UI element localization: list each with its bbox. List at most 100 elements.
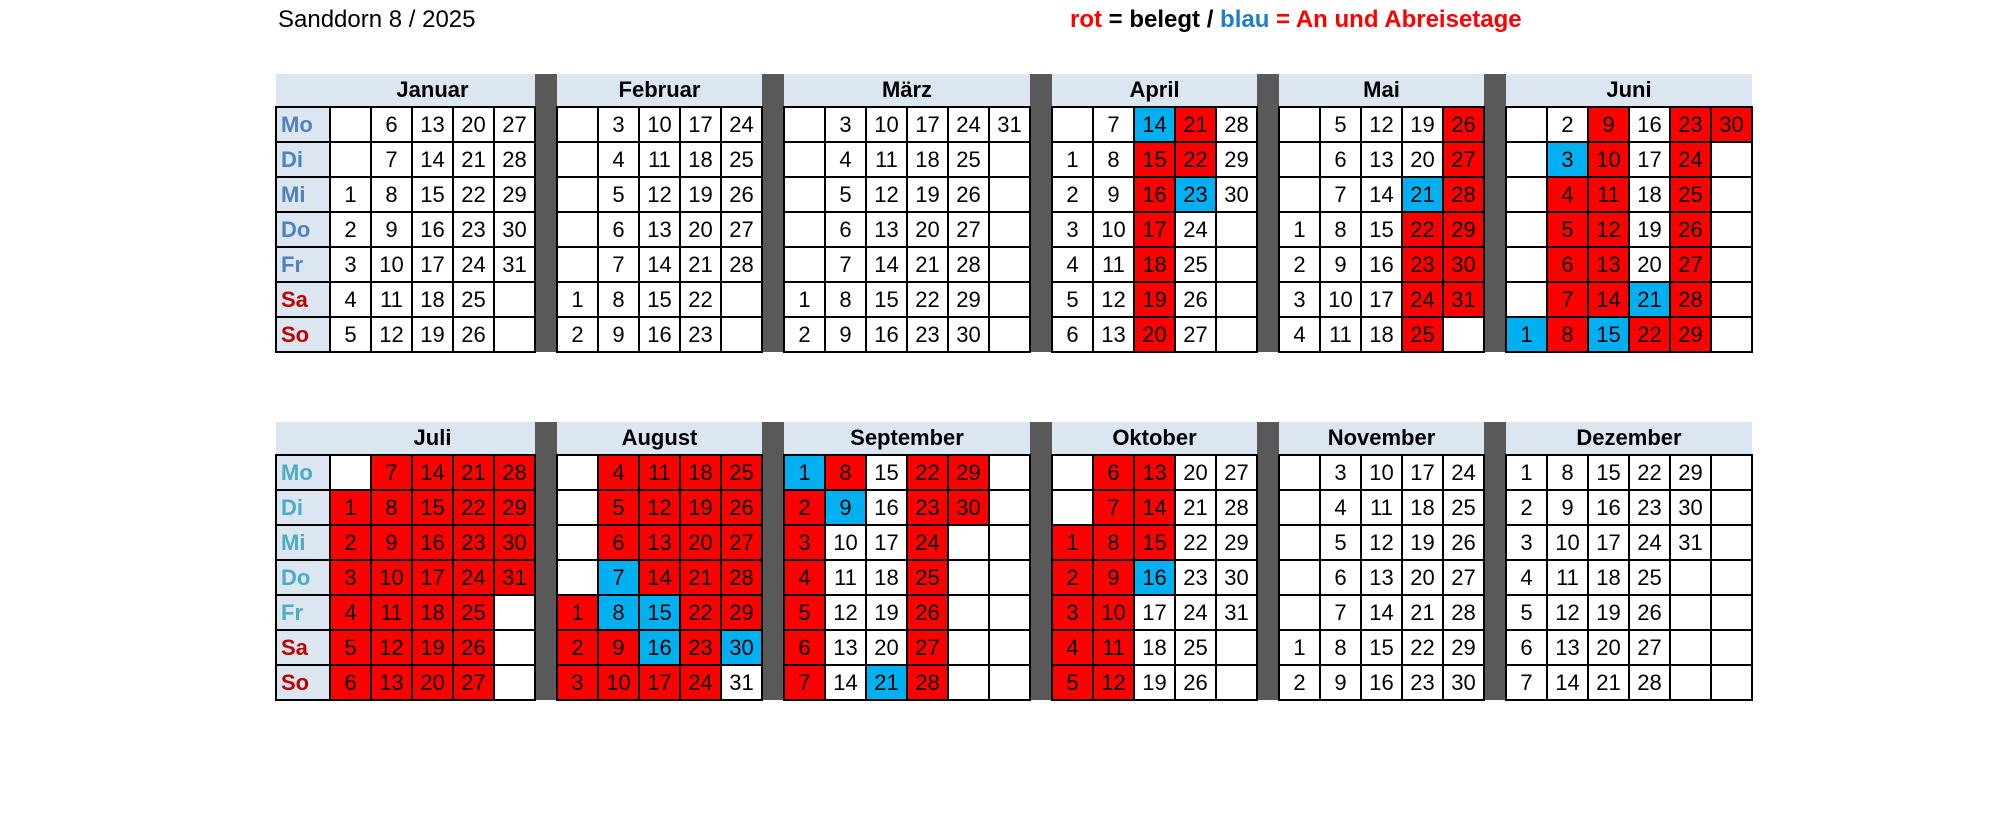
day-cell (329, 106, 372, 143)
month-separator (762, 422, 784, 455)
month-separator (1257, 525, 1279, 560)
day-cell-belegt: 11 (638, 454, 681, 491)
month-separator (1030, 247, 1052, 282)
day-cell-belegt: 4 (329, 594, 372, 631)
month-separator (1030, 142, 1052, 177)
day-cell-an-abreise: 9 (824, 489, 867, 526)
month-name: Mai (1279, 74, 1484, 107)
day-cell-belegt: 20 (411, 664, 454, 701)
day-cell-belegt: 28 (720, 559, 763, 596)
day-cell: 19 (906, 176, 949, 213)
day-cell: 22 (1174, 524, 1217, 561)
day-cell: 9 (1092, 176, 1135, 213)
day-cell (556, 489, 599, 526)
weekday-label: Di (275, 141, 331, 178)
day-cell-belegt: 15 (411, 489, 454, 526)
day-cell: 4 (1505, 559, 1548, 596)
month-separator (535, 142, 557, 177)
day-cell: 9 (1319, 664, 1362, 701)
day-cell (1710, 489, 1753, 526)
weekday-row: Do 2 9 16 23 30 6 13 20 27 6 13 20 27 3 10 17 24 1 8 15 22 29 5… (275, 211, 1753, 248)
day-cell-belegt: 17 (638, 664, 681, 701)
day-cell (493, 281, 536, 318)
day-cell: 2 (1051, 176, 1094, 213)
day-cell: 18 (1133, 629, 1176, 666)
day-cell-belegt: 7 (1092, 489, 1135, 526)
day-cell: 17 (411, 246, 454, 283)
month-separator (535, 212, 557, 247)
day-cell: 13 (865, 211, 908, 248)
day-cell-belegt: 12 (1092, 664, 1135, 701)
month-separator (1030, 665, 1052, 700)
day-cell: 4 (597, 141, 640, 178)
day-cell: 12 (1360, 106, 1403, 143)
day-cell-belegt: 2 (329, 524, 372, 561)
month-separator (1257, 422, 1279, 455)
month-separator (1484, 247, 1506, 282)
day-cell: 19 (1401, 524, 1444, 561)
day-cell: 17 (906, 106, 949, 143)
day-cell-an-abreise: 21 (1401, 176, 1444, 213)
day-cell (783, 246, 826, 283)
day-cell: 19 (1587, 594, 1630, 631)
day-cell-belegt: 28 (1442, 176, 1485, 213)
day-cell (1710, 629, 1753, 666)
day-cell-belegt: 8 (370, 489, 413, 526)
day-cell: 29 (1215, 141, 1258, 178)
day-cell: 20 (1587, 629, 1630, 666)
month-separator (1257, 74, 1279, 107)
day-cell: 19 (1133, 664, 1176, 701)
day-cell: 7 (1505, 664, 1548, 701)
day-cell: 16 (1360, 664, 1403, 701)
day-cell-belegt: 14 (1133, 489, 1176, 526)
day-cell: 19 (1628, 211, 1671, 248)
day-cell-belegt: 24 (1401, 281, 1444, 318)
month-separator (1257, 282, 1279, 317)
month-separator (1030, 74, 1052, 107)
weekday-label: Do (275, 559, 331, 596)
day-cell-belegt: 28 (1669, 281, 1712, 318)
day-cell (1669, 664, 1712, 701)
month-separator (535, 595, 557, 630)
day-cell-belegt: 21 (679, 559, 722, 596)
day-cell: 9 (1546, 489, 1589, 526)
day-cell: 13 (1360, 141, 1403, 178)
day-cell: 20 (1628, 246, 1671, 283)
day-cell (947, 524, 990, 561)
weekday-label: Mi (275, 176, 331, 213)
day-cell (988, 211, 1031, 248)
day-cell (1278, 524, 1321, 561)
day-cell: 23 (1401, 664, 1444, 701)
day-cell (1505, 106, 1548, 143)
month-separator (1030, 490, 1052, 525)
day-cell: 16 (1628, 106, 1671, 143)
day-cell (1278, 141, 1321, 178)
day-cell: 14 (411, 141, 454, 178)
month-separator (1030, 212, 1052, 247)
day-cell: 14 (1546, 664, 1589, 701)
day-cell: 15 (1360, 629, 1403, 666)
day-cell-belegt: 10 (370, 559, 413, 596)
day-cell (1505, 176, 1548, 213)
day-cell: 30 (1215, 176, 1258, 213)
day-cell-belegt: 15 (1133, 524, 1176, 561)
month-separator (762, 317, 784, 352)
day-cell-belegt: 26 (1669, 211, 1712, 248)
day-cell (556, 106, 599, 143)
day-cell: 6 (1051, 316, 1094, 353)
day-cell-belegt: 26 (1442, 106, 1485, 143)
day-cell: 15 (638, 281, 681, 318)
day-cell-belegt: 25 (720, 454, 763, 491)
day-cell: 29 (1442, 629, 1485, 666)
month-separator (1257, 665, 1279, 700)
day-cell (783, 176, 826, 213)
day-cell-belegt: 12 (638, 489, 681, 526)
day-cell: 24 (1174, 211, 1217, 248)
day-cell (988, 559, 1031, 596)
day-cell: 31 (1669, 524, 1712, 561)
day-cell: 19 (411, 316, 454, 353)
day-cell-belegt: 20 (1133, 316, 1176, 353)
day-cell-belegt: 30 (1710, 106, 1753, 143)
weekday-row: Di 7 14 21 28 4 11 18 25 4 11 18 25 1 8 15 22 29 6 13 20 27 3 1… (275, 141, 1753, 178)
day-cell-belegt: 18 (411, 594, 454, 631)
